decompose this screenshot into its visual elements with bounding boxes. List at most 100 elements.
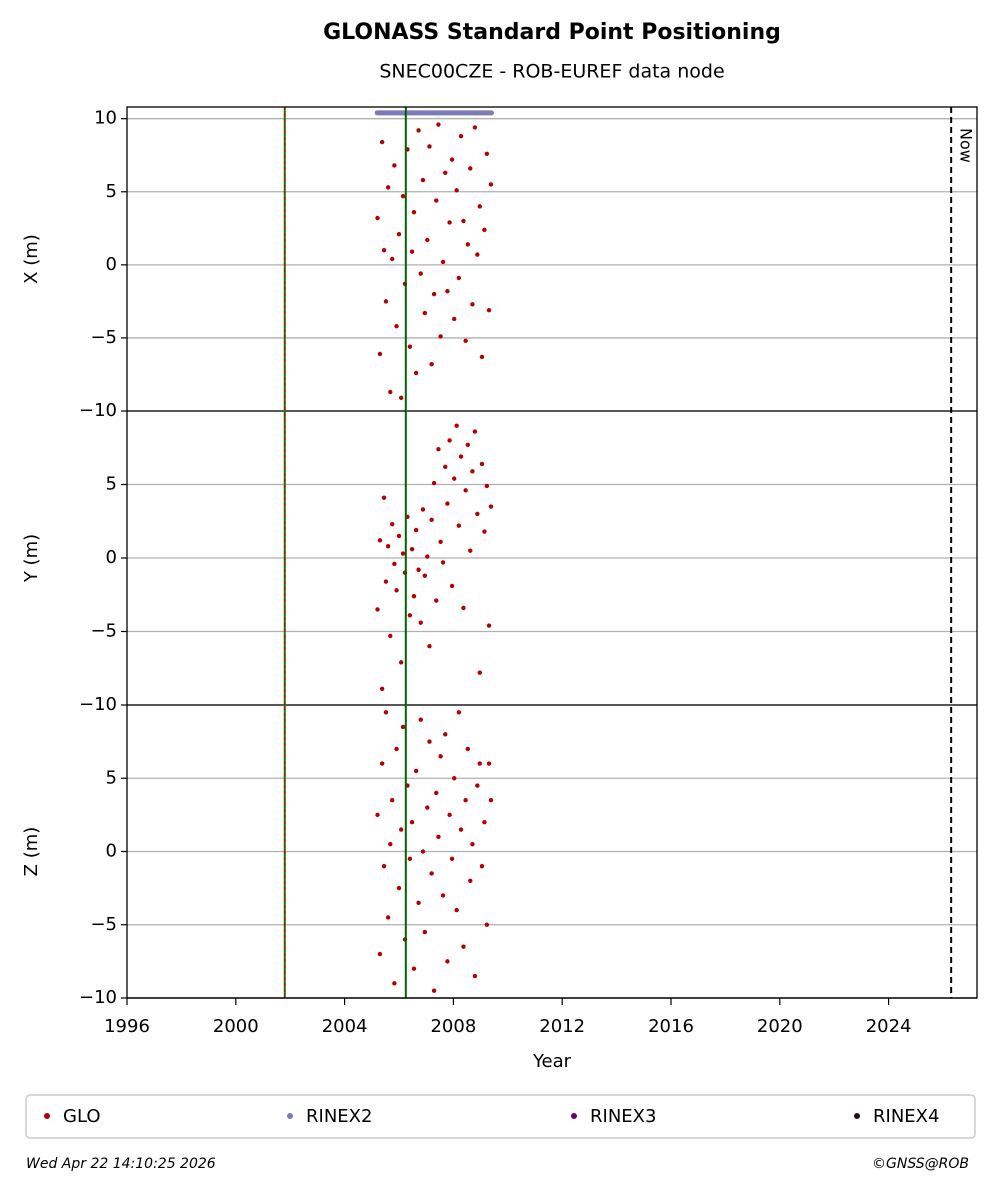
- point: [407, 856, 413, 862]
- point: [388, 841, 393, 847]
- point: [381, 495, 387, 500]
- point: [463, 338, 468, 344]
- x-tick-label: 2024: [866, 1016, 912, 1037]
- y-tick-label: −10: [79, 694, 117, 715]
- point: [454, 907, 459, 913]
- point: [416, 567, 421, 572]
- legend: [25, 1094, 976, 1139]
- y-tick-label: 0: [106, 547, 117, 568]
- point: [400, 193, 406, 199]
- point: [377, 351, 383, 357]
- point: [479, 863, 485, 869]
- point: [375, 215, 380, 221]
- point: [479, 461, 485, 467]
- point: [434, 790, 439, 796]
- point: [438, 754, 443, 759]
- point: [452, 476, 457, 481]
- point: [422, 310, 428, 316]
- point: [413, 527, 419, 533]
- point: [407, 344, 413, 349]
- point: [377, 538, 383, 543]
- point: [436, 447, 441, 452]
- legend-marker: [854, 1113, 860, 1119]
- y-tick-label: −10: [79, 987, 117, 1008]
- point: [381, 248, 387, 253]
- x-tick-label: 2012: [539, 1016, 585, 1037]
- point: [409, 249, 415, 254]
- point: [431, 480, 437, 486]
- point: [381, 863, 387, 869]
- point: [425, 554, 430, 559]
- point: [479, 354, 485, 360]
- y-tick-label: 10: [94, 108, 117, 129]
- point: [461, 605, 466, 611]
- point: [447, 220, 452, 225]
- point: [482, 227, 487, 232]
- point: [475, 783, 480, 788]
- chart-subtitle: SNEC00CZE - ROB-EUREF data node: [379, 61, 724, 83]
- point: [377, 951, 383, 957]
- point: [488, 504, 494, 509]
- point: [409, 546, 415, 552]
- point: [488, 182, 494, 187]
- point: [411, 594, 417, 599]
- legend-label: RINEX3: [590, 1106, 656, 1127]
- point: [436, 834, 441, 840]
- point: [379, 686, 385, 692]
- point: [392, 163, 397, 168]
- point: [420, 177, 426, 183]
- legend-marker: [571, 1113, 577, 1119]
- x-tick-label: 2000: [213, 1016, 259, 1037]
- point: [449, 157, 455, 162]
- point: [484, 922, 490, 927]
- point: [472, 973, 478, 979]
- point: [375, 812, 380, 818]
- point: [431, 988, 437, 993]
- point: [468, 878, 473, 883]
- point: [475, 511, 480, 517]
- point: [429, 362, 434, 367]
- point: [443, 464, 448, 470]
- point: [438, 334, 443, 339]
- point: [449, 856, 455, 862]
- point: [486, 307, 492, 313]
- point: [390, 798, 395, 803]
- y-axis-label: Z (m): [21, 827, 42, 877]
- point: [458, 827, 464, 832]
- point: [396, 885, 402, 891]
- point: [434, 598, 439, 603]
- point: [420, 507, 426, 512]
- point: [470, 302, 475, 307]
- point: [383, 710, 389, 715]
- point: [449, 583, 455, 589]
- point: [416, 900, 421, 905]
- point: [461, 944, 466, 949]
- point: [472, 429, 478, 434]
- point: [484, 483, 490, 489]
- point: [486, 761, 492, 766]
- point: [396, 533, 402, 539]
- point: [400, 724, 406, 730]
- point: [392, 561, 397, 567]
- legend-marker: [44, 1113, 50, 1119]
- x-tick-label: 2016: [648, 1016, 694, 1037]
- point: [447, 438, 452, 443]
- point: [416, 128, 421, 133]
- point: [420, 849, 426, 854]
- point: [385, 915, 391, 920]
- point: [470, 469, 475, 474]
- point: [429, 517, 434, 522]
- point: [440, 893, 446, 898]
- point: [468, 548, 473, 553]
- legend-label: GLO: [63, 1106, 101, 1127]
- point: [392, 981, 397, 986]
- point: [463, 798, 468, 803]
- point: [445, 959, 450, 964]
- point: [409, 820, 415, 825]
- point: [463, 488, 468, 493]
- point: [436, 122, 441, 127]
- point: [422, 573, 428, 578]
- point: [447, 812, 452, 818]
